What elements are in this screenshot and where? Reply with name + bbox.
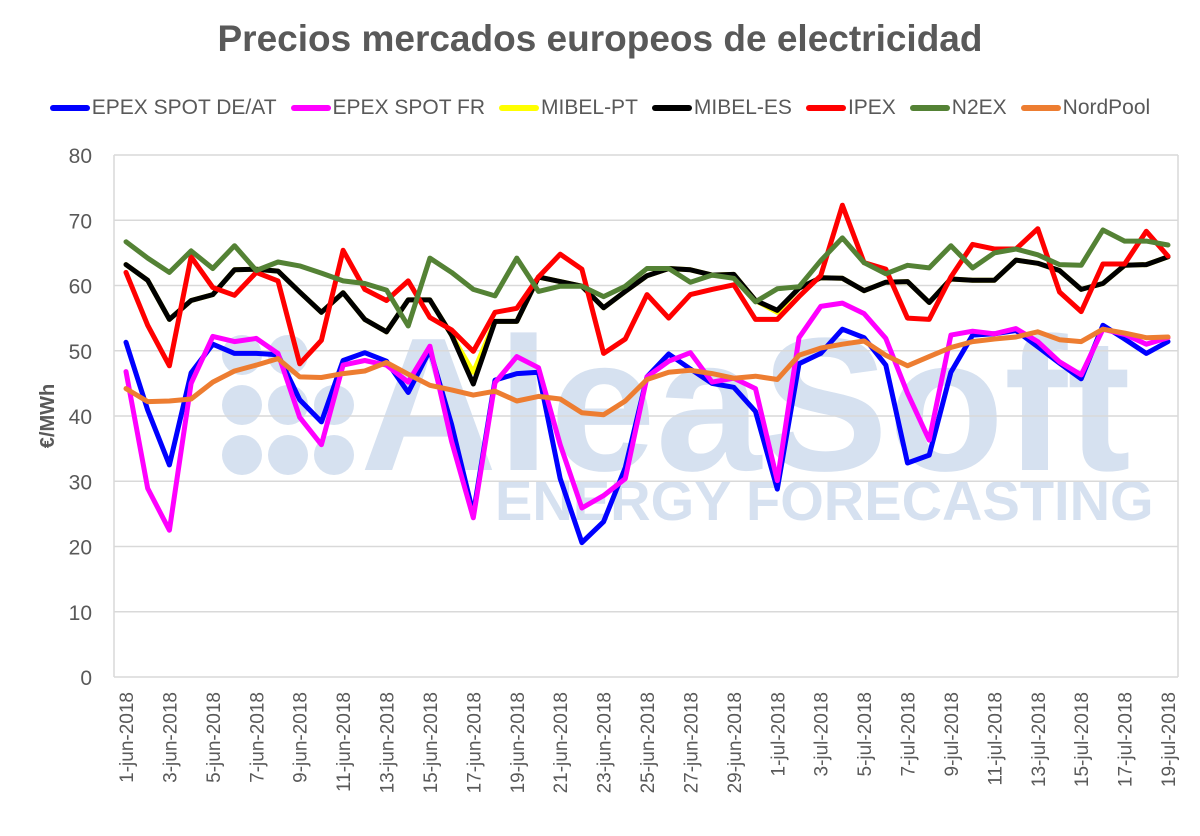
x-tick-label: 29-jun-2018 bbox=[725, 692, 746, 793]
series-n2ex bbox=[123, 227, 1171, 329]
legend-label: NordPool bbox=[1062, 96, 1151, 119]
watermark-dot bbox=[268, 435, 308, 475]
legend-label: MIBEL-PT bbox=[541, 96, 638, 119]
y-axis-label: €/MWh bbox=[37, 384, 59, 448]
y-tick-label: 60 bbox=[69, 276, 92, 299]
legend-label: MIBEL-ES bbox=[693, 96, 792, 119]
x-tick-label: 5-jun-2018 bbox=[204, 692, 225, 783]
legend-swatch bbox=[290, 105, 331, 111]
legend-label: EPEX SPOT FR bbox=[332, 96, 486, 119]
x-tick-label: 13-jun-2018 bbox=[378, 692, 399, 793]
y-axis-ticks: 0 10 20 30 40 50 60 70 80 bbox=[69, 145, 92, 690]
x-tick-label: 9-jun-2018 bbox=[291, 692, 312, 783]
legend-swatch bbox=[651, 105, 692, 111]
series-mibel-es bbox=[123, 254, 1171, 387]
legend-item-ipex: IPEX bbox=[805, 96, 896, 120]
x-tick-label: 19-jul-2018 bbox=[1159, 692, 1180, 787]
series-line-nordpool bbox=[123, 326, 1171, 418]
legend-label: IPEX bbox=[847, 96, 896, 119]
x-tick-label: 3-jul-2018 bbox=[812, 692, 833, 777]
y-tick-label: 70 bbox=[69, 210, 92, 233]
x-tick-label: 7-jul-2018 bbox=[899, 692, 920, 777]
series-line-ipex bbox=[123, 202, 1171, 369]
x-tick-label: 17-jul-2018 bbox=[1116, 692, 1137, 787]
x-tick-label: 19-jun-2018 bbox=[508, 692, 529, 793]
y-tick-label: 10 bbox=[69, 602, 92, 625]
y-tick-label: 20 bbox=[69, 537, 92, 560]
x-tick-label: 5-jul-2018 bbox=[855, 692, 876, 777]
legend-item-nordpool: NordPool bbox=[1020, 96, 1151, 120]
x-tick-label: 27-jun-2018 bbox=[681, 692, 702, 793]
legend-swatch bbox=[1020, 105, 1061, 111]
watermark-dot bbox=[222, 385, 262, 425]
y-tick-label: 0 bbox=[80, 667, 92, 690]
x-tick-label: 11-jul-2018 bbox=[985, 692, 1006, 786]
legend-label: N2EX bbox=[951, 96, 1007, 119]
legend-swatch bbox=[49, 105, 90, 111]
x-tick-label: 3-jun-2018 bbox=[160, 692, 181, 783]
legend-swatch bbox=[805, 105, 846, 111]
series-ipex bbox=[123, 202, 1171, 369]
series-lines bbox=[123, 202, 1171, 546]
y-tick-label: 50 bbox=[69, 341, 92, 364]
x-tick-label: 7-jun-2018 bbox=[247, 692, 268, 783]
y-tick-label: 80 bbox=[69, 145, 92, 168]
x-tick-label: 9-jul-2018 bbox=[942, 692, 963, 777]
watermark-dot bbox=[222, 435, 262, 475]
x-tick-label: 25-jun-2018 bbox=[638, 692, 659, 793]
x-tick-label: 1-jul-2018 bbox=[768, 692, 789, 777]
legend-swatch bbox=[909, 105, 950, 111]
x-tick-label: 1-jun-2018 bbox=[117, 692, 138, 783]
legend-item-epex-spot-fr: EPEX SPOT FR bbox=[290, 96, 486, 120]
x-tick-label: 21-jun-2018 bbox=[551, 692, 572, 793]
gridlines bbox=[113, 154, 1179, 678]
x-axis-ticks: 1-jun-2018 3-jun-2018 5-jun-2018 7-jun-2018… bbox=[117, 692, 1180, 793]
legend-item-epex-spot-de-at: EPEX SPOT DE/AT bbox=[49, 96, 277, 120]
watermark-dot bbox=[314, 435, 354, 475]
legend: EPEX SPOT DE/AT EPEX SPOT FR MIBEL-PT MIBEL… bbox=[0, 96, 1200, 120]
x-tick-label: 17-jun-2018 bbox=[464, 692, 485, 793]
x-tick-label: 11-jun-2018 bbox=[334, 692, 355, 792]
legend-label: EPEX SPOT DE/AT bbox=[91, 96, 277, 119]
legend-item-mibel-es: MIBEL-ES bbox=[651, 96, 792, 120]
chart-title: Precios mercados europeos de electricida… bbox=[217, 18, 983, 59]
x-tick-label: 23-jun-2018 bbox=[595, 692, 616, 793]
series-line-n2ex bbox=[123, 227, 1171, 329]
legend-item-mibel-pt: MIBEL-PT bbox=[499, 96, 638, 120]
y-tick-label: 30 bbox=[69, 471, 92, 494]
y-tick-label: 40 bbox=[69, 406, 92, 429]
x-tick-label: 15-jun-2018 bbox=[421, 692, 442, 793]
legend-item-n2ex: N2EX bbox=[909, 96, 1007, 120]
series-line-mibel-es bbox=[123, 254, 1171, 387]
legend-swatch bbox=[499, 105, 540, 111]
x-tick-label: 13-jul-2018 bbox=[1029, 692, 1050, 787]
series-nordpool bbox=[123, 326, 1171, 418]
x-tick-label: 15-jul-2018 bbox=[1072, 692, 1093, 787]
